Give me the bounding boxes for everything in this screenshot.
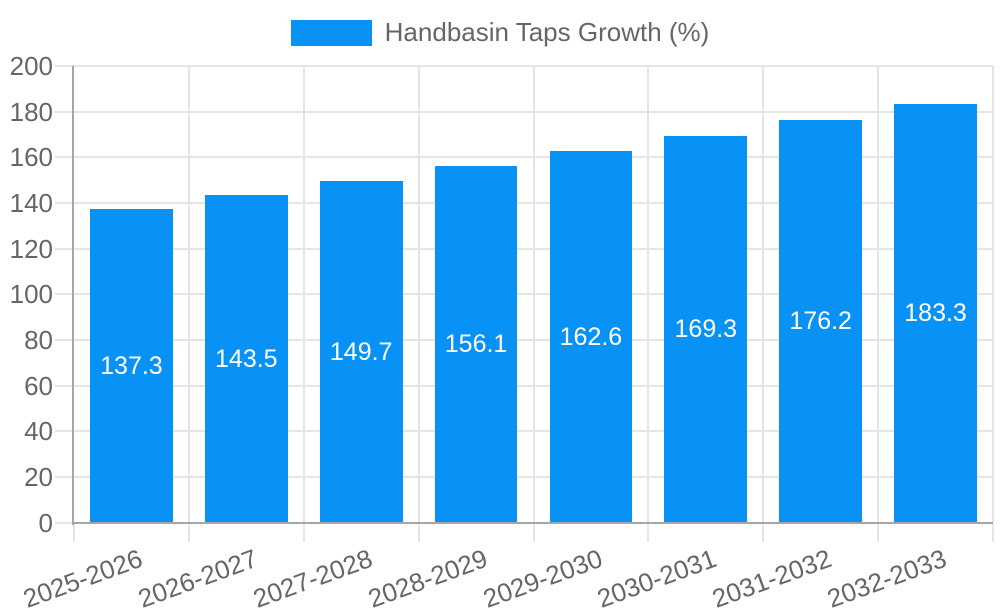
legend-label: Handbasin Taps Growth (%) bbox=[384, 17, 710, 47]
y-tick-label: 200 bbox=[9, 51, 53, 81]
gridline-vertical bbox=[647, 66, 650, 523]
y-axis-tick bbox=[55, 384, 74, 387]
y-axis-tick bbox=[55, 110, 74, 113]
x-axis-tick bbox=[877, 523, 880, 542]
gridline-vertical bbox=[187, 66, 190, 523]
bar bbox=[894, 104, 977, 523]
y-tick-label: 60 bbox=[24, 370, 53, 401]
bar bbox=[204, 194, 288, 523]
y-axis-tick bbox=[55, 247, 74, 250]
y-axis-tick bbox=[55, 293, 74, 296]
y-axis-line bbox=[72, 66, 74, 525]
gridline-vertical bbox=[762, 66, 765, 523]
gridline-vertical bbox=[417, 66, 420, 523]
x-tick-label: 2026-2027 bbox=[134, 543, 262, 614]
bar bbox=[90, 209, 173, 523]
bar-value-label: 162.6 bbox=[559, 322, 623, 351]
x-axis-tick bbox=[647, 523, 650, 542]
y-tick-label: 40 bbox=[24, 416, 53, 447]
bar bbox=[319, 180, 403, 523]
y-tick-label: 140 bbox=[9, 187, 53, 218]
y-tick-label: 100 bbox=[9, 279, 53, 310]
y-axis-tick bbox=[55, 201, 74, 204]
gridline-vertical bbox=[877, 66, 880, 523]
bar-value-label: 169.3 bbox=[674, 315, 738, 344]
y-axis-tick bbox=[55, 156, 74, 159]
x-axis-line bbox=[72, 521, 993, 524]
x-tick-label: 2027-2028 bbox=[249, 543, 377, 614]
x-tick-label: 2029-2030 bbox=[478, 543, 606, 614]
y-tick-label: 180 bbox=[9, 96, 53, 127]
y-axis-tick bbox=[55, 475, 74, 478]
y-tick-label: 120 bbox=[9, 233, 53, 264]
bar-value-label: 176.2 bbox=[789, 307, 852, 336]
y-axis-tick bbox=[55, 521, 74, 524]
bar-value-label: 183.3 bbox=[904, 299, 967, 328]
bar-value-label: 156.1 bbox=[444, 330, 508, 359]
bar-value-label: 143.5 bbox=[215, 344, 278, 373]
gridline-vertical bbox=[992, 66, 994, 523]
bar-value-label: 137.3 bbox=[100, 351, 163, 380]
x-tick-label: 2032-2033 bbox=[823, 543, 951, 614]
bar-chart: Handbasin Taps Growth (%) 0 20 40 60 80 100 12… bbox=[0, 18, 1000, 614]
legend-swatch bbox=[290, 19, 372, 46]
x-axis-tick bbox=[532, 523, 535, 542]
x-axis-tick bbox=[992, 523, 994, 542]
y-axis-tick bbox=[55, 338, 74, 341]
x-axis-tick bbox=[762, 523, 765, 542]
x-tick-label: 2025-2026 bbox=[19, 543, 147, 614]
x-tick-label: 2028-2029 bbox=[363, 543, 491, 614]
x-axis-tick bbox=[417, 523, 420, 542]
legend[interactable]: Handbasin Taps Growth (%) bbox=[0, 19, 1000, 46]
y-tick-label: 160 bbox=[9, 142, 53, 173]
x-axis-tick bbox=[187, 523, 190, 542]
y-tick-label: 0 bbox=[38, 507, 53, 538]
bar bbox=[434, 166, 518, 523]
y-tick-label: 80 bbox=[24, 324, 53, 355]
bar bbox=[664, 136, 748, 523]
bar bbox=[779, 120, 863, 523]
bar-value-label: 149.7 bbox=[329, 337, 393, 366]
bar bbox=[549, 151, 633, 523]
x-axis-tick bbox=[302, 523, 305, 542]
y-axis-tick bbox=[55, 430, 74, 433]
y-axis-tick bbox=[55, 65, 74, 67]
gridline-vertical bbox=[302, 66, 305, 523]
x-axis-tick bbox=[73, 523, 75, 542]
x-tick-label: 2031-2032 bbox=[708, 543, 836, 614]
gridline-vertical bbox=[532, 66, 535, 523]
x-tick-label: 2030-2031 bbox=[593, 543, 721, 614]
y-tick-label: 20 bbox=[24, 461, 53, 492]
